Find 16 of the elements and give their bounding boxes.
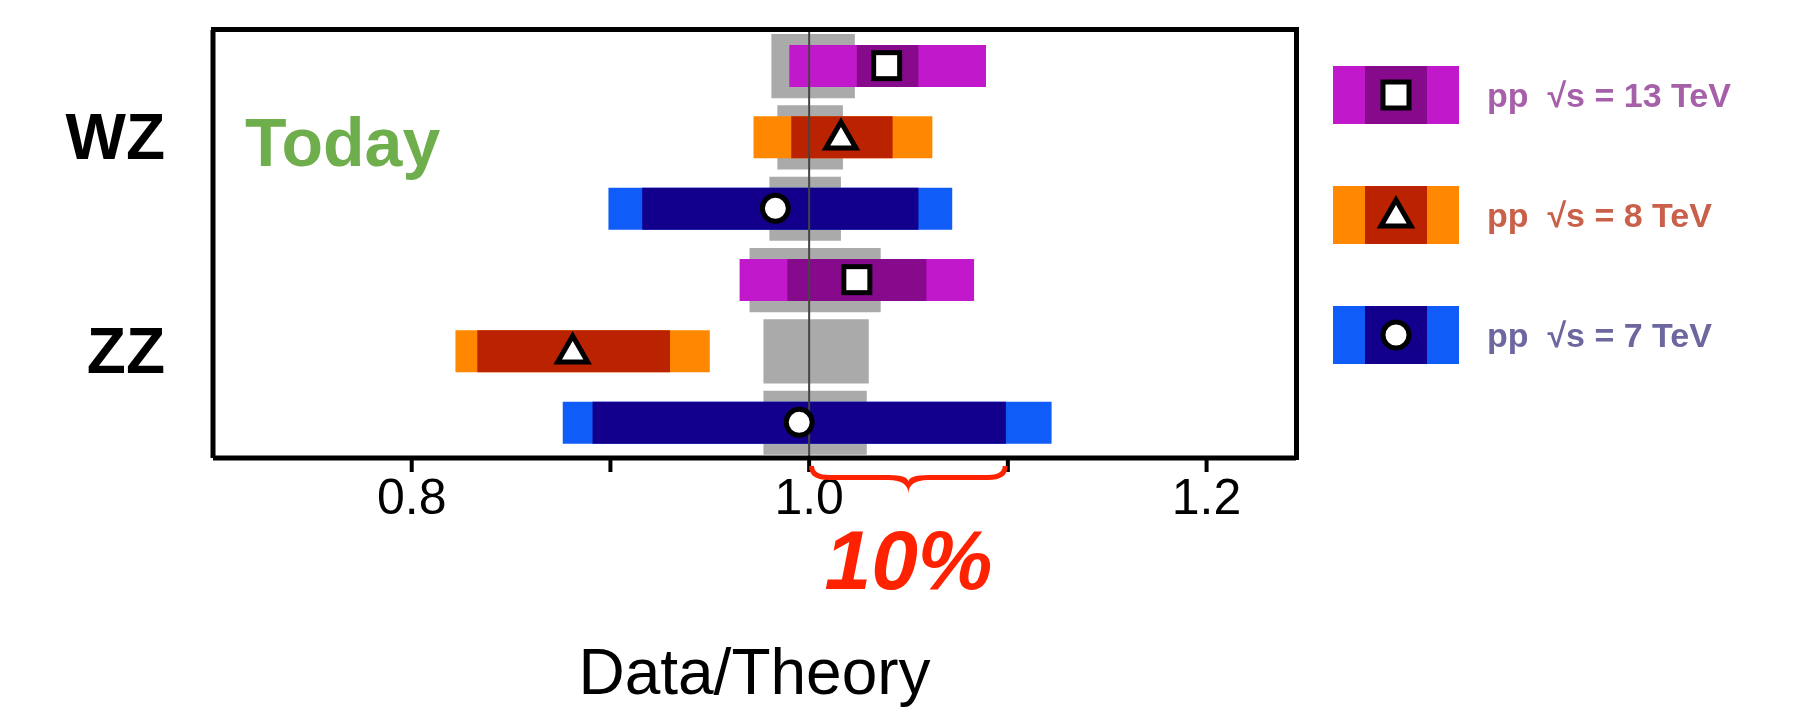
point <box>759 192 791 224</box>
y-tick-label: WZ <box>65 101 165 173</box>
x-axis-title: Data/Theory <box>578 636 931 708</box>
x-tick-label: 0.8 <box>376 469 447 525</box>
y-tick-label: ZZ <box>86 315 165 387</box>
bar <box>477 330 671 373</box>
annotation: Today <box>245 104 441 180</box>
legend-label: pp √s = 13 TeV <box>1487 75 1731 115</box>
bar <box>763 319 869 384</box>
bar <box>642 187 919 230</box>
x-tick-label: 1.2 <box>1171 469 1242 525</box>
point <box>841 264 873 296</box>
legend-label: pp √s = 8 TeV <box>1487 195 1712 235</box>
point <box>555 333 591 365</box>
legend-label: pp √s = 7 TeV <box>1487 315 1712 355</box>
bar <box>592 401 1006 444</box>
